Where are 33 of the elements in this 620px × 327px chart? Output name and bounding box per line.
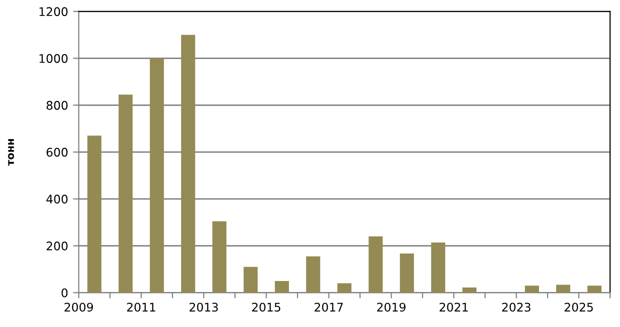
y-tick-label: 400	[46, 194, 68, 204]
y-tick-label: 800	[46, 100, 68, 110]
bar	[150, 58, 164, 293]
x-tick-label: 2015	[252, 302, 280, 312]
x-tick-label: 2011	[127, 302, 156, 312]
bar	[431, 242, 446, 293]
bar	[181, 34, 196, 293]
bar	[274, 280, 289, 293]
x-tick-label: 2017	[314, 302, 343, 312]
bar	[462, 288, 476, 293]
x-tick-label: 2025	[564, 302, 593, 312]
y-axis-title: тонн	[8, 139, 14, 166]
bar	[87, 136, 102, 293]
bar	[400, 254, 414, 293]
bar	[587, 286, 602, 293]
y-tick-label: 0	[62, 288, 68, 298]
x-tick-label: 2009	[64, 302, 93, 312]
bar	[368, 236, 383, 293]
x-tick-label: 2019	[377, 302, 406, 312]
x-tick-label: 2013	[190, 302, 218, 312]
bar	[556, 284, 570, 293]
y-tick-label: 200	[46, 242, 68, 250]
x-tick-label: 2021	[440, 302, 468, 312]
bar	[337, 283, 352, 293]
y-tick-label: 1000	[40, 54, 68, 63]
bar	[244, 266, 258, 293]
y-tick-label: 600	[46, 148, 68, 157]
y-tick-label: 1200	[40, 7, 68, 16]
x-tick-label: 2023	[502, 302, 530, 312]
bar	[306, 256, 320, 293]
bar	[118, 94, 133, 293]
bar	[524, 286, 539, 293]
bar	[212, 221, 226, 293]
